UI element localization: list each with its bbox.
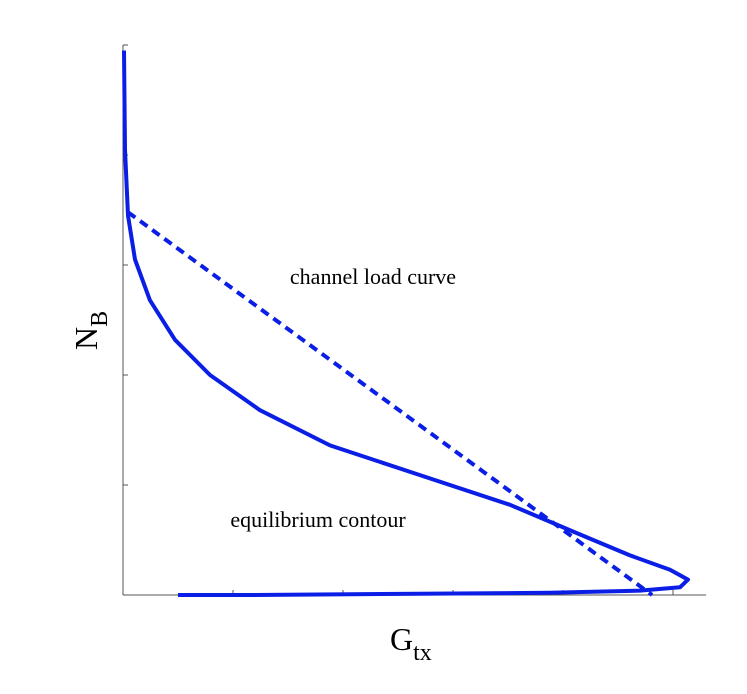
y-axis-label: NB [68,311,113,350]
x-label-main: G [390,621,413,657]
dashed-line [126,210,654,597]
curve-label: equilibrium contour [230,507,406,532]
x-label-sub: tx [413,640,432,666]
y-label-main: N [68,327,104,350]
curve-label: channel load curve [290,264,456,289]
x-axis-label: Gtx [390,621,432,666]
y-label-sub: B [87,311,113,327]
line [122,50,690,597]
